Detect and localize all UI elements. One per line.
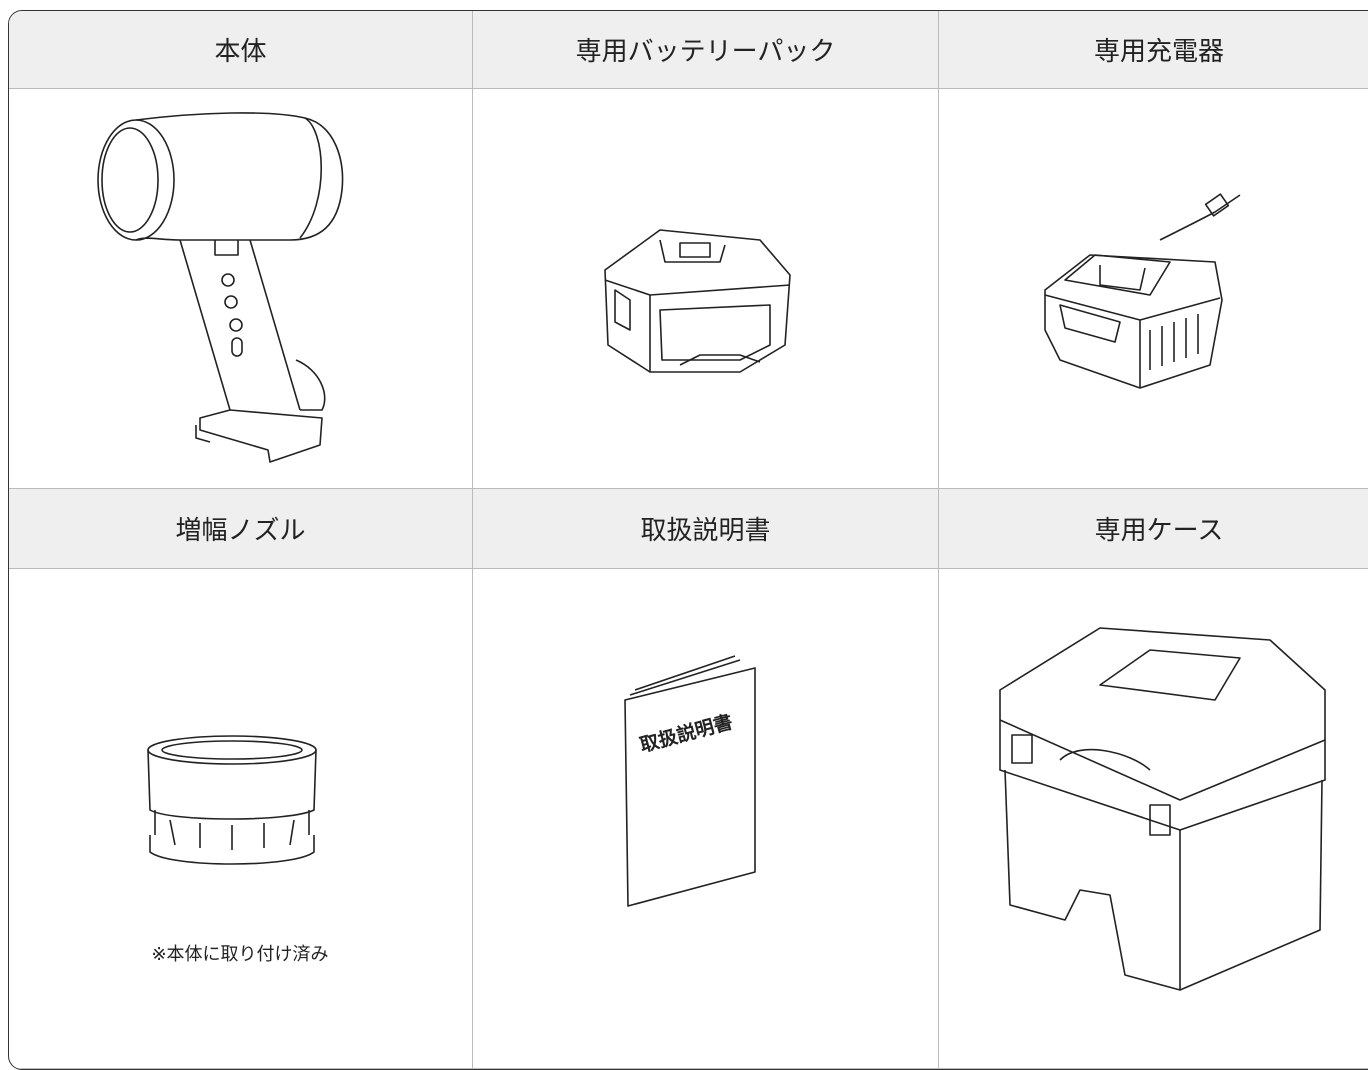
cell-header: 専用バッテリーパック: [473, 11, 939, 89]
cell-image: [939, 89, 1368, 489]
manual-drawing: 取扱説明書: [624, 655, 756, 907]
case-drawing: [999, 627, 1326, 991]
cell-header: 専用ケース: [939, 489, 1368, 569]
cell-header: 本体: [9, 11, 473, 89]
cell-header: 増幅ノズル: [9, 489, 473, 569]
table: 本体 専用バッテリーパック 専用充電器 増幅ノズル 取扱説明書 専用ケース: [8, 10, 1368, 1070]
cell-header: 専用充電器: [939, 11, 1368, 89]
note: ※本体に取り付け済み: [151, 944, 329, 965]
manual-cover-text: 取扱説明書: [637, 710, 735, 757]
illustrations: 取扱説明書: [97, 112, 1326, 991]
cell-header: 取扱説明書: [473, 489, 939, 569]
cell-image: [473, 89, 939, 489]
page: 本体 専用バッテリーパック 専用充電器 増幅ノズル 取扱説明書 専用ケース ※本…: [8, 10, 1368, 1070]
battery-drawing: [604, 229, 791, 373]
cell-image: [9, 89, 473, 489]
charger-drawing: [1044, 193, 1241, 389]
nozzle-drawing: [147, 735, 317, 865]
dryer-drawing: [97, 112, 344, 463]
